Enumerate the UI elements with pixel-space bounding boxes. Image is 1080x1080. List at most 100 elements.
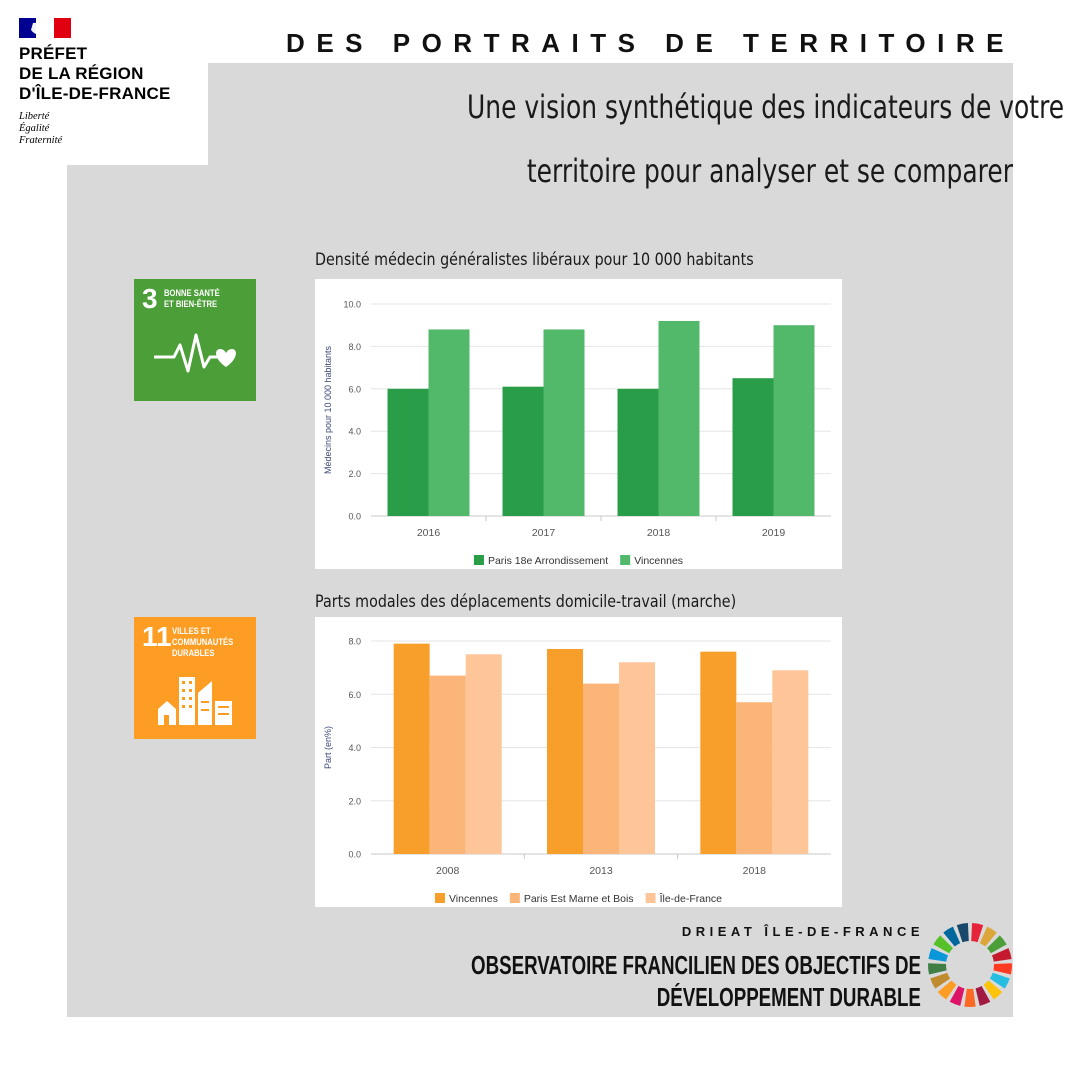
legend-label: Île-de-France [659, 892, 723, 905]
wheel-segment [979, 926, 997, 947]
wheel-segment [989, 972, 1010, 989]
wheel-segment [928, 963, 947, 975]
sdg-number: 3 [142, 283, 158, 314]
subtitle-line: Une vision synthétique des indicateurs d… [467, 88, 1065, 126]
y-tick-label: 0.0 [348, 850, 361, 860]
logo-line: PRÉFET [19, 44, 88, 63]
bar [543, 329, 585, 516]
legend: Vincennes Paris Est Marne et Bois Île-de-F… [434, 892, 723, 905]
bar [429, 675, 466, 854]
bar [658, 320, 700, 516]
bar [619, 662, 655, 854]
legend-swatch [620, 555, 631, 565]
sdg-11-badge: 11 VILLES ET COMMUNAUTÉS DURABLES [134, 617, 256, 739]
bar [393, 643, 430, 854]
y-tick-label: 8.0 [348, 342, 361, 352]
y-axis-label: Part (en%) [323, 726, 333, 769]
wheel-segment [971, 923, 984, 943]
legend-item: Vincennes [620, 555, 683, 567]
y-tick-label: 2.0 [348, 469, 361, 479]
wheel-segment [993, 963, 1012, 975]
y-tick-label: 10.0 [343, 300, 361, 310]
y-tick-label: 4.0 [348, 743, 361, 753]
footer-line: OBSERVATOIRE FRANCILIEN DES OBJECTIFS DE [470, 950, 921, 980]
x-tick-label: 2013 [589, 865, 613, 877]
chart-parts-modales-svg: 0.0 2.0 4.0 6.0 8.0 Part (en%) 2008 2013 2018 Vin… [323, 637, 831, 905]
chart-medecins: 0.0 2.0 4.0 6.0 8.0 10.0 Médecins pour 10 000 … [315, 279, 842, 569]
wheel-segment [933, 935, 953, 954]
sdg-label: DURABLES [172, 648, 215, 658]
footer-line: DÉVELOPPEMENT DURABLE [656, 982, 921, 1012]
legend-item: Île-de-France [645, 892, 723, 905]
bar [617, 388, 659, 516]
bar [700, 651, 737, 854]
x-tick-label: 2008 [436, 865, 460, 877]
footer-brand: DRIEAT ÎLE-DE-FRANCE [681, 924, 924, 939]
bar [772, 670, 809, 854]
bar [428, 329, 470, 516]
legend-swatch [509, 893, 520, 903]
sdg-3-badge: 3 BONNE SANTÉ ET BIEN-ÊTRE [134, 279, 256, 401]
wheel-segment [956, 923, 969, 943]
y-tick-label: 6.0 [348, 690, 361, 700]
x-tick-label: 2018 [647, 527, 671, 539]
wheel-segment [987, 935, 1007, 954]
bar [387, 388, 429, 516]
wheel-segment [937, 980, 957, 1000]
bar [502, 386, 544, 516]
wheel-segment [943, 926, 961, 947]
heartbeat-icon [154, 333, 236, 373]
legend-swatch [434, 893, 445, 903]
wheel-segment [983, 980, 1003, 1000]
y-tick-label: 4.0 [348, 427, 361, 437]
city-buildings-icon [158, 677, 232, 725]
bar [547, 648, 583, 854]
y-axis-label: Médecins pour 10 000 habitants [323, 345, 333, 474]
legend: Paris 18e Arrondissement Vincennes [473, 555, 683, 567]
chart-medecins-svg: 0.0 2.0 4.0 6.0 8.0 10.0 Médecins pour 10 000 … [323, 300, 831, 567]
prefet-logo: PRÉFET DE LA RÉGION D'ÎLE-DE-FRANCE Libe… [0, 0, 208, 165]
bar [732, 378, 774, 516]
legend-item: Paris Est Marne et Bois [509, 893, 634, 905]
legend-item: Paris 18e Arrondissement [473, 555, 608, 567]
sdg-label: BONNE SANTÉ [164, 288, 220, 298]
bar [583, 683, 619, 854]
sdg-label: COMMUNAUTÉS [172, 637, 234, 647]
page-title: DES PORTRAITS DE TERRITOIRE [286, 28, 1015, 58]
motto-line: Fraternité [19, 135, 63, 146]
y-tick-label: 6.0 [348, 384, 361, 394]
legend-label: Vincennes [449, 893, 498, 905]
bar [736, 702, 773, 854]
chart-parts-modales: 0.0 2.0 4.0 6.0 8.0 Part (en%) 2008 2013 2018 Vin… [315, 617, 842, 907]
y-tick-label: 0.0 [348, 512, 361, 522]
wheel-segment [975, 986, 991, 1006]
wheel-segment [928, 948, 949, 962]
sdg-label: ET BIEN-ÊTRE [164, 299, 218, 309]
sdg-wheel-icon [928, 923, 1012, 1007]
chart-title: Densité médecin généralistes libéraux po… [315, 250, 754, 270]
marianne-flag-icon [19, 18, 71, 38]
legend-swatch [473, 555, 484, 565]
bar [465, 654, 502, 854]
sdg-label: VILLES ET [172, 626, 211, 636]
x-tick-label: 2017 [532, 527, 556, 539]
legend-swatch [645, 893, 656, 903]
wheel-segment [991, 948, 1012, 962]
motto-line: Égalité [19, 123, 50, 134]
motto-line: Liberté [19, 111, 50, 122]
legend-label: Vincennes [634, 555, 683, 567]
chart-title: Parts modales des déplacements domicile-… [315, 592, 737, 612]
x-tick-label: 2019 [762, 527, 786, 539]
y-tick-label: 8.0 [348, 637, 361, 647]
legend-label: Paris 18e Arrondissement [488, 555, 608, 567]
bar [773, 325, 815, 516]
wheel-segment [949, 986, 965, 1006]
logo-line: D'ÎLE-DE-FRANCE [19, 84, 171, 103]
legend-label: Paris Est Marne et Bois [524, 893, 634, 905]
legend-item: Vincennes [434, 893, 498, 905]
x-tick-label: 2018 [743, 865, 767, 877]
wheel-segment [964, 988, 976, 1007]
y-tick-label: 2.0 [348, 796, 361, 806]
wheel-segment [930, 972, 951, 989]
subtitle-line: territoire pour analyser et se comparer [526, 152, 1013, 190]
